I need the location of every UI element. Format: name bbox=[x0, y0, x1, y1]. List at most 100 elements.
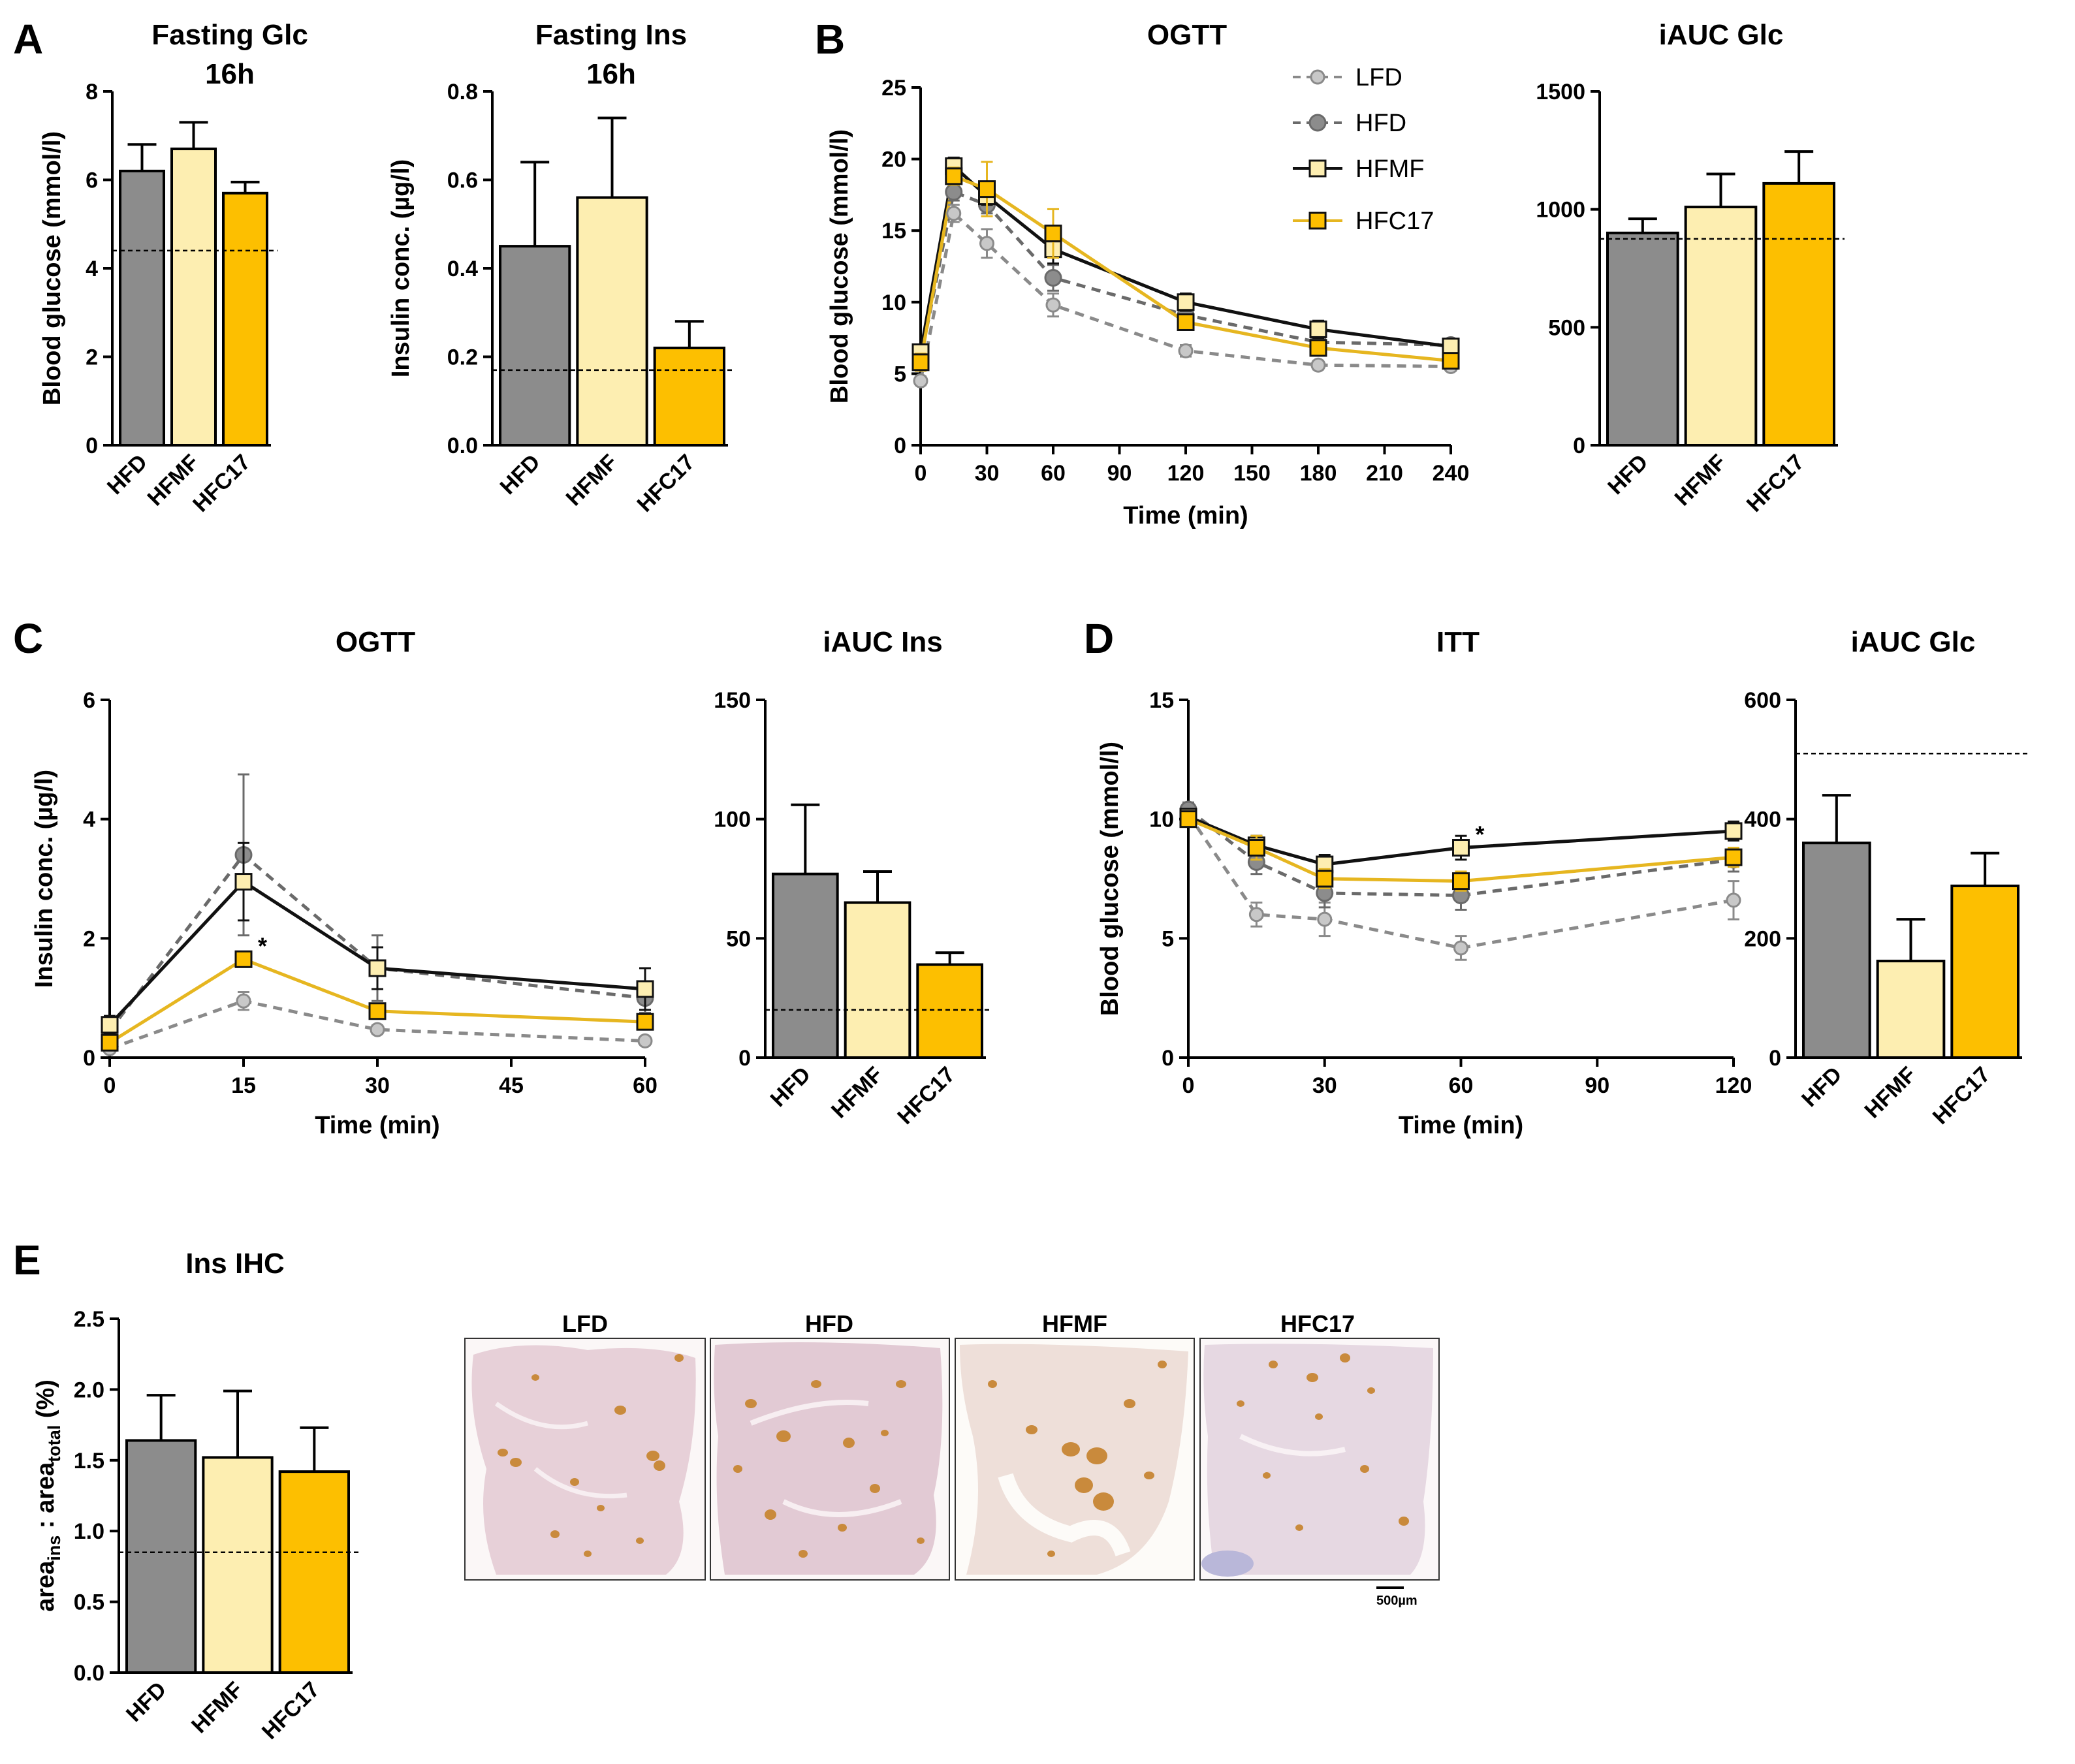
series-line-lfd bbox=[109, 999, 646, 1050]
x-tick-label: 60 bbox=[1041, 461, 1066, 486]
panel-label-b: B bbox=[815, 16, 845, 63]
chart-title: OGTT bbox=[1147, 19, 1227, 51]
data-point-lfd bbox=[1453, 940, 1468, 956]
x-tick-label: HFD bbox=[1797, 1062, 1846, 1112]
x-tick-label: 150 bbox=[1233, 461, 1271, 486]
bar-hfc17 bbox=[222, 191, 268, 447]
data-point-hfmf bbox=[1724, 822, 1743, 840]
data-point-lfd bbox=[236, 993, 251, 1009]
data-point-hfd bbox=[1044, 269, 1062, 287]
data-point-hfc17 bbox=[368, 1002, 387, 1020]
legend-marker-lfd bbox=[1310, 69, 1325, 85]
bar-hfd bbox=[125, 1439, 197, 1674]
data-point-hfc17 bbox=[911, 353, 930, 371]
x-tick-label: 240 bbox=[1433, 461, 1470, 486]
bar-hfc17 bbox=[1762, 181, 1835, 447]
y-tick-label: 0.5 bbox=[74, 1590, 104, 1615]
bar-hfd bbox=[1606, 231, 1679, 447]
x-tick-label: HFC17 bbox=[632, 450, 699, 517]
x-tick-label: HFC17 bbox=[188, 450, 255, 517]
data-point-lfd bbox=[1317, 911, 1333, 927]
bar-hfmf bbox=[1684, 206, 1758, 447]
panel-label-e: E bbox=[13, 1236, 41, 1284]
y-tick-label: 4 bbox=[83, 808, 95, 832]
legend-marker-hfd bbox=[1308, 114, 1327, 132]
data-point-lfd bbox=[1310, 357, 1326, 373]
x-tick-label: 15 bbox=[231, 1073, 256, 1098]
chart-ogtt-glc: OGTT 0 5 10 15 20 25 0 30 60 90 120 150 180 210 240 Time… bbox=[826, 19, 1469, 529]
y-tick-label: 5 bbox=[1162, 926, 1174, 951]
bar-hfd bbox=[772, 872, 839, 1060]
x-tick-label: HFC17 bbox=[1928, 1062, 1995, 1129]
legend-marker-hfmf bbox=[1308, 159, 1327, 178]
panel-label-d: D bbox=[1084, 615, 1114, 662]
y-tick-label: 1500 bbox=[1536, 80, 1585, 104]
data-point-hfc17 bbox=[945, 167, 963, 185]
y-axis-label: Blood glucose (mmol/l) bbox=[826, 129, 853, 403]
data-point-hfc17 bbox=[1179, 810, 1197, 828]
micrograph-hfmf bbox=[955, 1338, 1195, 1581]
x-tick-label: HFD bbox=[121, 1677, 171, 1727]
data-point-lfd bbox=[1045, 297, 1061, 313]
y-tick-label: 2.5 bbox=[74, 1307, 104, 1332]
data-point-hfc17 bbox=[1724, 848, 1743, 866]
micrograph-hfc17 bbox=[1199, 1338, 1440, 1581]
y-tick-label: 2.0 bbox=[74, 1378, 104, 1402]
data-point-lfd bbox=[1726, 892, 1741, 908]
y-tick-label: 1.0 bbox=[74, 1519, 104, 1544]
data-point-hfmf bbox=[1452, 839, 1470, 857]
y-tick-label: 8 bbox=[86, 80, 98, 104]
series-line-hfmf bbox=[108, 879, 646, 1026]
y-tick-label: 20 bbox=[881, 148, 906, 172]
chart-title: iAUC Glc bbox=[1851, 626, 1976, 658]
data-point-hfmf bbox=[1177, 293, 1195, 311]
micrograph-label-hfd: HFD bbox=[805, 1310, 853, 1337]
y-tick-label: 0.6 bbox=[447, 168, 478, 193]
significance-star: * bbox=[258, 932, 267, 959]
micrograph-label-hfmf: HFMF bbox=[1042, 1310, 1107, 1337]
x-tick-label: 180 bbox=[1300, 461, 1337, 486]
y-axis-label: Blood glucose (mmol/l) bbox=[39, 131, 66, 405]
y-tick-label: 0.4 bbox=[447, 257, 478, 281]
x-tick-label: HFMF bbox=[1670, 450, 1732, 511]
data-point-hfmf bbox=[101, 1016, 119, 1034]
x-tick-label: 120 bbox=[1167, 461, 1205, 486]
y-tick-label: 2 bbox=[86, 345, 98, 370]
bar-hfmf bbox=[576, 196, 648, 447]
y-tick-label: 0 bbox=[738, 1046, 751, 1071]
bar-hfmf bbox=[170, 148, 217, 447]
x-tick-label: HFC17 bbox=[893, 1062, 960, 1129]
x-tick-label: 120 bbox=[1715, 1073, 1752, 1098]
micrograph-panel: LFD HFD HFMF HFC17 bbox=[464, 1310, 1440, 1608]
chart-title: iAUC Ins bbox=[823, 626, 942, 658]
x-tick-label: HFMF bbox=[827, 1062, 888, 1124]
y-axis-label: Insulin conc. (µg/l) bbox=[31, 770, 58, 988]
y-tick-label: 100 bbox=[714, 808, 751, 832]
data-point-hfc17 bbox=[101, 1033, 119, 1052]
legend: LFD HFD HFMF HFC17 bbox=[1293, 64, 1434, 235]
x-tick-label: HFC17 bbox=[257, 1677, 325, 1744]
bar-hfmf bbox=[844, 901, 911, 1059]
scale-bar-label: 500µm bbox=[1376, 1594, 1418, 1608]
x-tick-label: 90 bbox=[1585, 1073, 1609, 1098]
bar-hfd bbox=[1802, 842, 1871, 1059]
legend-label-hfc17: HFC17 bbox=[1355, 208, 1434, 235]
x-axis-label: Time (min) bbox=[315, 1112, 439, 1139]
x-tick-label: 45 bbox=[499, 1073, 524, 1098]
significance-star: * bbox=[1476, 821, 1485, 848]
y-tick-label: 200 bbox=[1744, 926, 1781, 951]
y-tick-label: 6 bbox=[86, 168, 98, 193]
y-tick-label: 15 bbox=[1149, 688, 1174, 713]
legend-marker-hfc17 bbox=[1308, 212, 1327, 230]
data-point-hfc17 bbox=[1247, 839, 1265, 857]
chart-title: OGTT bbox=[336, 626, 415, 658]
data-point-hfmf bbox=[234, 873, 253, 891]
y-tick-label: 400 bbox=[1744, 808, 1781, 832]
data-point-hfmf bbox=[636, 980, 654, 998]
y-tick-label: 150 bbox=[714, 688, 751, 713]
chart-title: Fasting Glc bbox=[151, 19, 308, 51]
bar-hfmf bbox=[202, 1456, 274, 1675]
bar-hfc17 bbox=[916, 963, 984, 1060]
